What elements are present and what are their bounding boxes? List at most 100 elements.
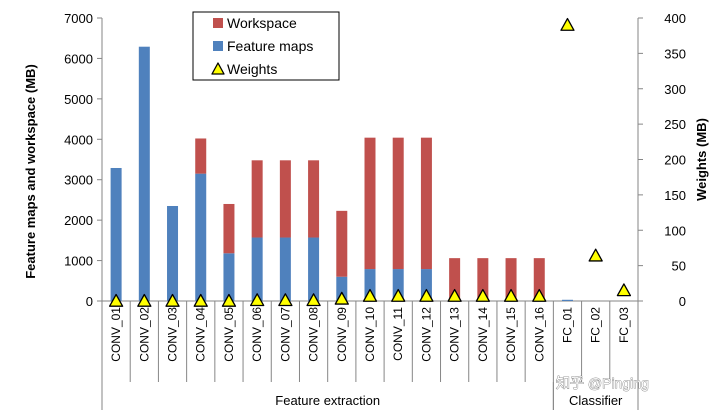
left-axis-tick-label: 1000 — [64, 254, 93, 269]
right-axis-title: Weights (MB) — [694, 118, 709, 201]
legend-label: Feature maps — [227, 38, 313, 54]
weights-marker — [362, 288, 378, 302]
bar-feature-maps — [223, 253, 235, 301]
left-axis-tick-label: 3000 — [64, 173, 93, 188]
weights-marker — [447, 288, 462, 302]
category-label: CONV_07 — [278, 307, 292, 362]
weights-marker — [108, 293, 124, 307]
right-axis-tick-label: 0 — [679, 294, 686, 309]
legend: Workspace Feature maps Weights — [192, 11, 340, 81]
right-axis-tick-label: 400 — [664, 11, 686, 26]
bar-workspace — [279, 160, 291, 238]
legend-label: Workspace — [227, 15, 297, 31]
right-axis-tick-label: 250 — [664, 117, 686, 132]
weights-marker — [616, 283, 632, 297]
category-label: FC_01 — [560, 307, 574, 343]
bar-feature-maps — [336, 276, 348, 301]
legend-marker-weights — [211, 62, 225, 75]
left-axis-tick-label: 6000 — [64, 51, 93, 66]
bar-workspace — [308, 160, 320, 238]
bar-workspace — [251, 160, 263, 238]
bar-feature-maps — [308, 237, 320, 301]
legend-label: Weights — [227, 61, 277, 77]
bar-feature-maps — [110, 167, 122, 301]
category-label: CONV_03 — [166, 307, 180, 362]
weights-marker — [588, 248, 603, 262]
weights-marker — [475, 288, 490, 302]
weights-marker — [137, 293, 152, 307]
category-label: CONV_02 — [137, 307, 151, 362]
bar-workspace — [449, 258, 461, 301]
category-label: CONV_05 — [222, 307, 236, 362]
weights-marker — [560, 17, 575, 31]
bar-feature-maps — [420, 269, 432, 301]
left-axis-tick-label: 5000 — [64, 92, 93, 107]
weights-marker — [221, 293, 237, 307]
bar-feature-maps — [195, 173, 207, 301]
bar-workspace — [477, 258, 489, 301]
right-axis-tick-label: 150 — [664, 188, 686, 203]
group-label: Feature extraction — [275, 393, 380, 408]
legend-swatch-workspace — [213, 18, 223, 28]
category-label: CONV_11 — [391, 307, 405, 361]
category-label: CONV_08 — [307, 307, 321, 362]
weights-marker — [334, 291, 349, 305]
category-label: FC_03 — [617, 307, 631, 343]
watermark-text: 知乎 @Pinging — [556, 375, 649, 391]
category-label: CONV_04 — [194, 307, 208, 362]
bar-workspace — [392, 137, 404, 270]
weights-marker — [391, 288, 406, 302]
left-axis-tick-label: 2000 — [64, 213, 93, 228]
bar-feature-maps — [279, 237, 291, 301]
right-axis-tick-label: 300 — [664, 82, 686, 97]
category-label: CONV_13 — [448, 307, 462, 362]
right-axis-tick-label: 50 — [672, 259, 686, 274]
category-label: CONV_10 — [363, 307, 377, 362]
bar-workspace — [420, 137, 432, 270]
left-axis-tick-label: 7000 — [64, 11, 93, 26]
category-label: CONV_15 — [504, 307, 518, 362]
category-label: CONV_16 — [532, 307, 546, 362]
bar-feature-maps — [167, 205, 179, 301]
bar-feature-maps — [138, 46, 150, 301]
left-axis-tick-label: 0 — [86, 294, 93, 309]
left-axis-title: Feature maps and workspace (MB) — [23, 64, 38, 279]
right-axis-tick-label: 100 — [664, 223, 686, 238]
category-label: CONV_06 — [250, 307, 264, 362]
bar-workspace — [533, 258, 545, 301]
category-label: CONV_12 — [419, 307, 433, 362]
bar-workspace — [364, 137, 376, 270]
watermark: 知乎 @Pinging — [556, 375, 650, 392]
bar-feature-maps — [561, 299, 573, 301]
bar-workspace — [336, 210, 348, 277]
bar-workspace — [505, 258, 517, 301]
category-label: CONV_09 — [335, 307, 349, 362]
right-axis-tick-label: 350 — [664, 46, 686, 61]
legend-swatch-feature-maps — [213, 41, 223, 51]
weights-marker — [250, 293, 265, 307]
weights-markers-layer — [108, 17, 632, 307]
weights-marker — [532, 288, 547, 302]
weights-marker — [165, 293, 180, 307]
right-axis-tick-label: 200 — [664, 153, 686, 168]
category-label: CONV_01 — [109, 307, 123, 362]
bar-feature-maps — [251, 237, 263, 301]
axes-layer — [97, 17, 643, 410]
labels-layer: 0 1000 2000 3000 4000 5000 6000 7000 0 50 100 150 20… — [23, 11, 709, 408]
bar-feature-maps — [392, 269, 404, 301]
bars-layer — [110, 46, 573, 301]
group-label: Classifier — [569, 393, 623, 408]
left-axis-tick-label: 4000 — [64, 132, 93, 147]
bar-workspace — [195, 138, 207, 174]
weights-marker — [419, 288, 434, 302]
weights-marker — [503, 288, 519, 302]
weights-marker — [278, 293, 293, 307]
category-label: FC_02 — [589, 307, 603, 343]
weights-marker — [193, 293, 208, 307]
bar-feature-maps — [364, 269, 376, 301]
category-label: CONV_14 — [476, 307, 490, 362]
weights-marker — [306, 293, 321, 307]
bar-workspace — [223, 203, 235, 254]
